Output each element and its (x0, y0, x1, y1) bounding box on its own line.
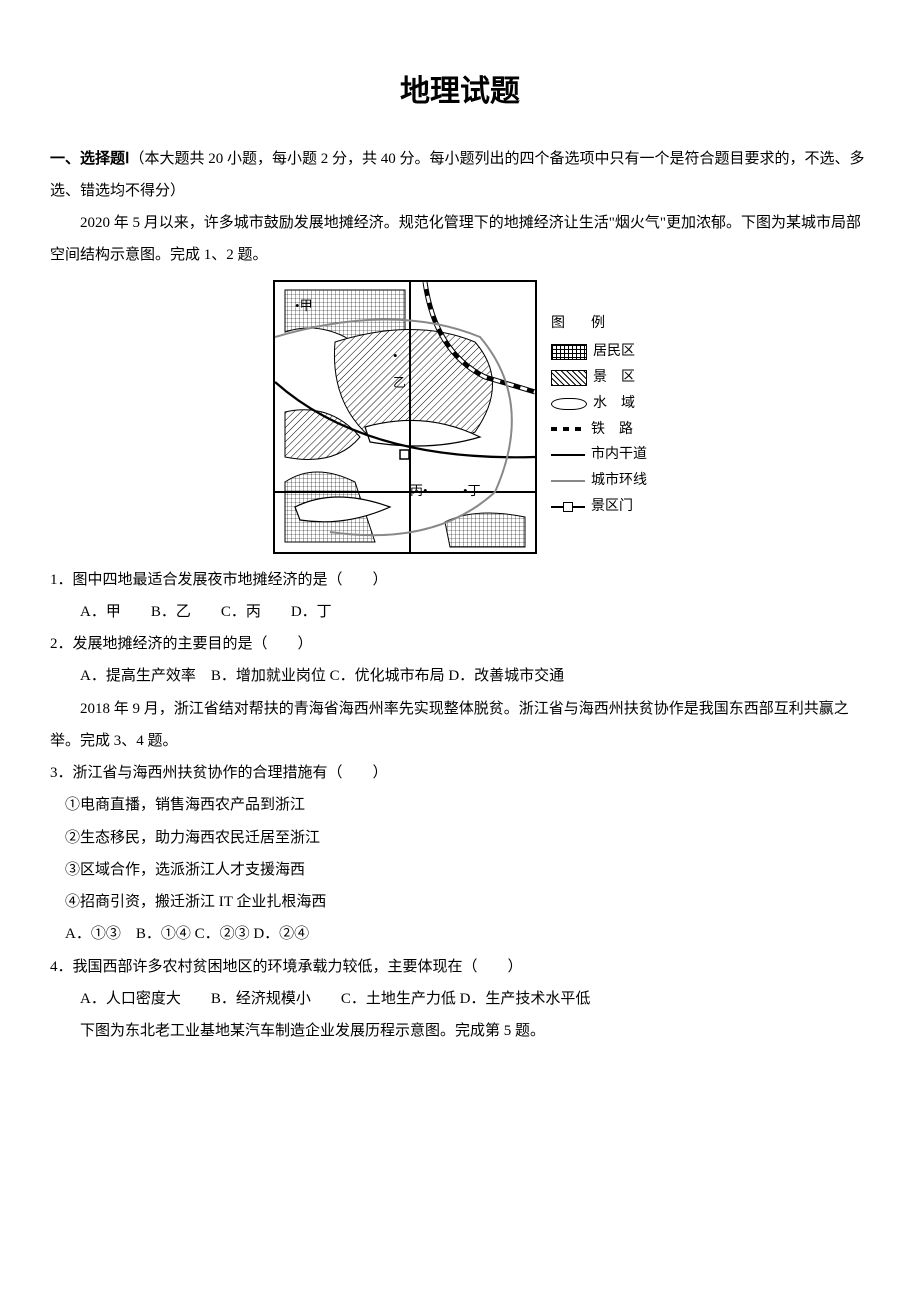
q2-options: A．提高生产效率 B．增加就业岗位 C．优化城市布局 D．改善城市交通 (50, 660, 870, 692)
swatch-res-icon (551, 344, 587, 360)
legend-row-main: 市内干道 (551, 443, 647, 467)
legend-label-water: 水 域 (593, 392, 635, 416)
legend-label-ring: 城市环线 (591, 469, 647, 493)
swatch-gate-icon (551, 506, 585, 508)
legend-row-water: 水 域 (551, 392, 647, 416)
q4-stem: 4．我国西部许多农村贫困地区的环境承载力较低，主要体现在（ ） (50, 951, 870, 983)
legend-label-res: 居民区 (593, 340, 635, 364)
figure-1: •甲 •乙 丙• •丁 图 例 居民区 景 区 水 域 铁 路 市内干道 城市环… (50, 280, 870, 554)
q3-choice-3: ③区域合作，选派浙江人才支援海西 (50, 854, 870, 886)
passage-3: 下图为东北老工业基地某汽车制造企业发展历程示意图。完成第 5 题。 (50, 1015, 870, 1047)
legend-label-scenic: 景 区 (593, 366, 635, 390)
q3-choice-4: ④招商引资，搬迁浙江 IT 企业扎根海西 (50, 886, 870, 918)
legend-label-main: 市内干道 (591, 443, 647, 467)
q1-stem: 1．图中四地最适合发展夜市地摊经济的是（ ） (50, 564, 870, 596)
swatch-rail-icon (551, 427, 585, 431)
legend-row-gate: 景区门 (551, 495, 647, 519)
section-1-bold: 一、选择题Ⅰ (50, 150, 129, 167)
map-label-bing: 丙• (410, 477, 428, 505)
passage-2: 2018 年 9 月，浙江省结对帮扶的青海省海西州率先实现整体脱贫。浙江省与海西… (50, 693, 870, 758)
legend-row-res: 居民区 (551, 340, 647, 364)
q3-choice-1: ①电商直播，销售海西农产品到浙江 (50, 789, 870, 821)
legend-label-rail: 铁 路 (591, 418, 633, 442)
swatch-scenic-icon (551, 370, 587, 386)
legend-row-ring: 城市环线 (551, 469, 647, 493)
q3-options: A．①③ B．①④ C．②③ D．②④ (50, 918, 870, 950)
map-label-ding: •丁 (463, 477, 481, 505)
map-label-jia: •甲 (295, 292, 313, 320)
q4-options: A．人口密度大 B．经济规模小 C．土地生产力低 D．生产技术水平低 (50, 983, 870, 1015)
swatch-water-icon (551, 398, 587, 410)
legend-label-gate: 景区门 (591, 495, 633, 519)
q2-stem: 2．发展地摊经济的主要目的是（ ） (50, 628, 870, 660)
section-1-heading: 一、选择题Ⅰ（本大题共 20 小题，每小题 2 分，共 40 分。每小题列出的四… (50, 143, 870, 208)
q1-options: A．甲 B．乙 C．丙 D．丁 (50, 596, 870, 628)
map-legend: 图 例 居民区 景 区 水 域 铁 路 市内干道 城市环线 景区门 (551, 312, 647, 520)
q3-choice-2: ②生态移民，助力海西农民迁居至浙江 (50, 822, 870, 854)
swatch-ring-icon (551, 480, 585, 482)
map-diagram: •甲 •乙 丙• •丁 (273, 280, 537, 554)
section-1-rest: （本大题共 20 小题，每小题 2 分，共 40 分。每小题列出的四个备选项中只… (50, 151, 864, 199)
q3-stem: 3．浙江省与海西州扶贫协作的合理措施有（ ） (50, 757, 870, 789)
swatch-main-icon (551, 454, 585, 456)
map-label-yi: •乙 (393, 342, 406, 398)
legend-row-scenic: 景 区 (551, 366, 647, 390)
passage-1: 2020 年 5 月以来，许多城市鼓励发展地摊经济。规范化管理下的地摊经济让生活… (50, 207, 870, 272)
page-title: 地理试题 (50, 60, 870, 125)
map-svg (275, 282, 535, 552)
legend-title: 图 例 (551, 312, 647, 336)
legend-row-rail: 铁 路 (551, 418, 647, 442)
